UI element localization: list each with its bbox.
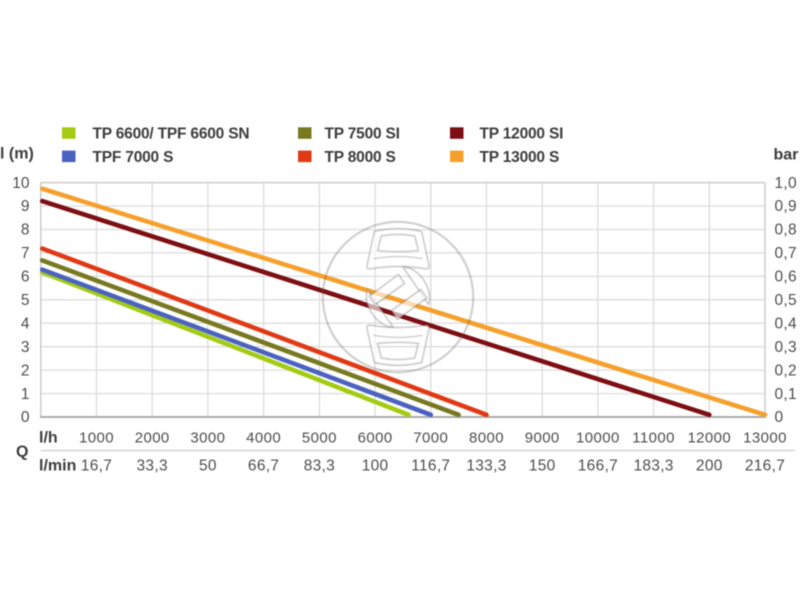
svg-text:4000: 4000	[246, 429, 281, 446]
svg-text:TPF 7000 S: TPF 7000 S	[93, 149, 174, 166]
svg-text:66,7: 66,7	[248, 458, 279, 475]
svg-text:13000: 13000	[743, 429, 787, 446]
svg-text:l/min: l/min	[39, 458, 76, 475]
svg-text:TP 13000 S: TP 13000 S	[480, 149, 560, 166]
svg-text:5: 5	[21, 292, 30, 309]
svg-text:83,3: 83,3	[304, 458, 335, 475]
svg-text:3: 3	[21, 339, 30, 356]
svg-text:0,8: 0,8	[775, 222, 797, 239]
svg-text:TP 7500 SI: TP 7500 SI	[325, 126, 400, 143]
svg-text:200: 200	[696, 458, 723, 475]
svg-text:2: 2	[21, 362, 30, 379]
svg-text:0,6: 0,6	[775, 269, 797, 286]
svg-text:TP 12000 SI: TP 12000 SI	[480, 126, 564, 143]
svg-text:1: 1	[21, 386, 30, 403]
svg-text:TP 8000 S: TP 8000 S	[325, 149, 396, 166]
svg-text:216,7: 216,7	[745, 458, 785, 475]
svg-text:183,3: 183,3	[633, 458, 673, 475]
svg-text:50: 50	[199, 458, 217, 475]
svg-text:Q: Q	[16, 443, 28, 460]
svg-text:0,2: 0,2	[775, 362, 797, 379]
svg-text:116,7: 116,7	[411, 458, 450, 475]
svg-text:bar: bar	[774, 147, 799, 164]
svg-text:33,3: 33,3	[137, 458, 168, 475]
svg-text:2000: 2000	[135, 429, 170, 446]
svg-text:8000: 8000	[469, 429, 504, 446]
svg-text:1,0: 1,0	[775, 175, 798, 192]
svg-text:4: 4	[21, 315, 30, 332]
svg-text:133,3: 133,3	[466, 458, 506, 475]
svg-text:0,7: 0,7	[775, 245, 797, 262]
svg-text:5000: 5000	[302, 429, 337, 446]
svg-text:0: 0	[21, 409, 30, 426]
svg-text:12000: 12000	[687, 429, 731, 446]
svg-text:11000: 11000	[632, 429, 675, 446]
svg-text:16,7: 16,7	[81, 458, 112, 475]
svg-text:166,7: 166,7	[578, 458, 618, 475]
svg-text:6000: 6000	[358, 429, 393, 446]
svg-text:7000: 7000	[413, 429, 448, 446]
svg-text:0,4: 0,4	[775, 315, 798, 332]
svg-text:TP 6600/ TPF 6600 SN: TP 6600/ TPF 6600 SN	[93, 126, 250, 143]
svg-text:8: 8	[21, 222, 30, 239]
svg-text:0,9: 0,9	[775, 198, 797, 215]
svg-text:150: 150	[529, 458, 556, 475]
svg-text:6: 6	[21, 269, 30, 286]
svg-text:3000: 3000	[190, 429, 225, 446]
svg-text:9: 9	[21, 198, 30, 215]
svg-text:0: 0	[775, 409, 784, 426]
svg-text:l (m): l (m)	[0, 146, 34, 163]
svg-text:0,3: 0,3	[775, 339, 797, 356]
svg-text:9000: 9000	[525, 429, 560, 446]
svg-text:10000: 10000	[576, 429, 620, 446]
svg-text:10: 10	[12, 175, 30, 192]
svg-text:0,1: 0,1	[775, 386, 797, 403]
svg-text:1000: 1000	[79, 429, 114, 446]
svg-text:l/h: l/h	[39, 429, 58, 446]
svg-text:0,5: 0,5	[775, 292, 797, 309]
svg-text:100: 100	[362, 458, 389, 475]
svg-text:7: 7	[21, 245, 30, 262]
